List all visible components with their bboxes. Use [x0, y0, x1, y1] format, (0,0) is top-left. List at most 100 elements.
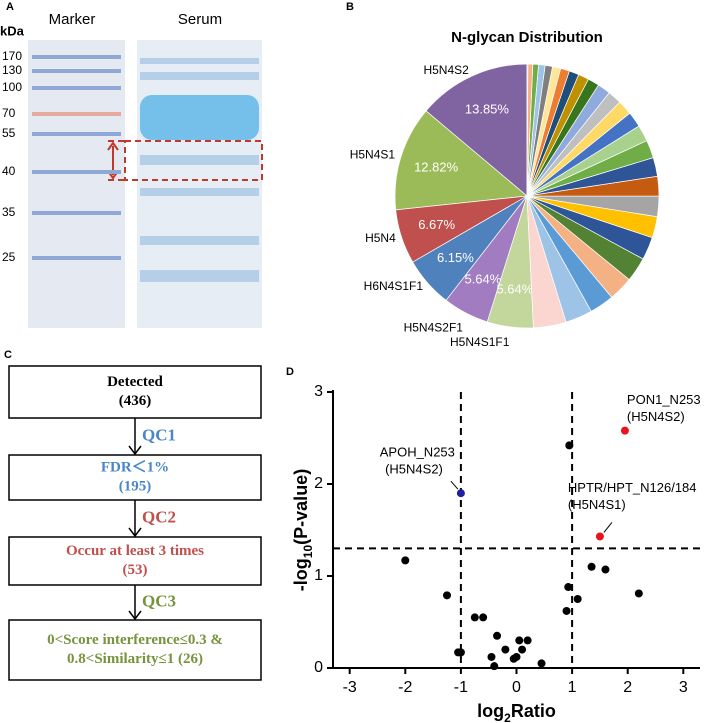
axis-label-part: 10: [301, 545, 315, 559]
x-tick-label: 0: [512, 679, 521, 696]
flow-text: (53): [123, 562, 148, 578]
data-point: [620, 426, 629, 435]
data-point: [487, 652, 496, 661]
data-point: [479, 613, 488, 622]
flow-box: [8, 454, 262, 501]
axis-label-part: (P-value): [291, 469, 311, 545]
slice-value-label: 12.82%: [414, 160, 459, 175]
slice-value-label: 6.15%: [437, 250, 474, 265]
annotation: (H5N4S2): [385, 462, 443, 477]
x-tick-label: 2: [623, 679, 632, 696]
data-point: [587, 562, 596, 571]
chart-title: N-glycan Distribution: [451, 29, 603, 46]
marker-band: [32, 170, 121, 174]
slice-value-label: 5.64%: [464, 272, 501, 287]
annotation-arrow: [450, 480, 459, 490]
serum-bands: [140, 58, 259, 282]
flow-arrow-head: [128, 610, 142, 621]
axis-label-part: Ratio: [511, 701, 556, 721]
marker-band: [32, 86, 121, 90]
qc-label: QC1: [142, 425, 176, 444]
slice-value-label: 6.67%: [418, 217, 455, 232]
y-axis-label: -log10(P-value): [291, 469, 315, 591]
data-point: [565, 441, 574, 450]
slice-label: H6N4S1F1: [364, 279, 424, 293]
marker-band: [32, 132, 121, 136]
panel-label: A: [6, 1, 14, 13]
slice-label: H5N4: [365, 231, 396, 245]
panel-label: C: [4, 349, 12, 361]
flow-text: (436): [119, 393, 152, 409]
marker-label: 130: [2, 63, 22, 77]
marker-band: [32, 112, 121, 116]
slice-value-label: 13.85%: [465, 101, 510, 116]
flow-text: 0.8<Similarity≤1 (26): [67, 651, 203, 667]
slice-label: H5N4S1: [350, 148, 396, 162]
y-tick-label: 1: [314, 567, 323, 584]
flow-text: Occur at least 3 times: [66, 543, 204, 559]
flow-text: Detected: [107, 374, 163, 390]
marker-label: 55: [2, 126, 16, 140]
slice-label: H5N4S2: [423, 63, 469, 77]
flow-arrow-head: [128, 445, 142, 456]
marker-lane: [28, 40, 125, 328]
pie-slice: [526, 63, 529, 197]
x-tick-label: 1: [568, 679, 577, 696]
panel-label: D: [286, 366, 294, 378]
data-point: [442, 591, 451, 600]
marker-band: [32, 69, 121, 73]
marker-label: 25: [2, 250, 16, 264]
data-point: [456, 489, 465, 498]
data-point: [493, 631, 502, 640]
data-point: [470, 613, 479, 622]
data-point: [537, 659, 546, 668]
annotation-arrow: [603, 522, 613, 533]
pie-slice: [425, 63, 528, 197]
marker-label: 100: [2, 80, 22, 94]
data-point: [490, 662, 499, 671]
annotation: PON1_N253: [627, 392, 701, 407]
marker-band: [32, 256, 121, 260]
data-point: [564, 583, 573, 592]
data-point: [518, 645, 527, 654]
qc-label: QC2: [142, 507, 176, 526]
data-point: [634, 589, 643, 598]
lane-label: Marker: [49, 11, 96, 28]
marker-band: [32, 211, 121, 215]
x-tick-label: -1: [454, 679, 468, 696]
data-point: [595, 532, 604, 541]
lane-label: Serum: [178, 11, 222, 28]
slice-label: H5N4S2F1: [404, 320, 464, 334]
data-point: [456, 648, 465, 657]
y-tick-label: 3: [314, 383, 323, 400]
unit-label: kDa: [0, 23, 25, 38]
annotation: (H5N4S2): [627, 409, 685, 424]
marker-label: 70: [2, 106, 16, 120]
axis-label-part: log: [477, 701, 504, 721]
data-point: [523, 636, 532, 645]
flow-arrow-head: [128, 527, 142, 538]
highlight-box: [124, 140, 263, 181]
data-point: [515, 636, 524, 645]
marker-label: 35: [2, 205, 16, 219]
data-point: [501, 645, 510, 654]
marker-band: [32, 55, 121, 59]
annotation: HPTR/HPT_N126/184: [568, 480, 697, 495]
x-tick-label: -2: [398, 679, 412, 696]
annotation: APOH_N253: [380, 445, 455, 460]
albumin-band: [140, 95, 259, 140]
slice-label: H5N4S1F1: [450, 335, 510, 349]
axis-label-part: 2: [504, 711, 511, 723]
annotation: (H5N4S1): [568, 497, 626, 512]
marker-label: 40: [2, 164, 16, 178]
x-tick-label: -3: [343, 679, 357, 696]
marker-label: 170: [2, 49, 22, 63]
x-tick-label: 3: [679, 679, 688, 696]
flow-text: 0<Score interference≤0.3 &: [47, 632, 223, 648]
qc-label: QC3: [142, 591, 176, 610]
slice-value-label: 5.64%: [496, 282, 533, 297]
serum-lane: [137, 40, 262, 328]
y-tick-label: 0: [314, 659, 323, 676]
data-point: [601, 565, 610, 574]
